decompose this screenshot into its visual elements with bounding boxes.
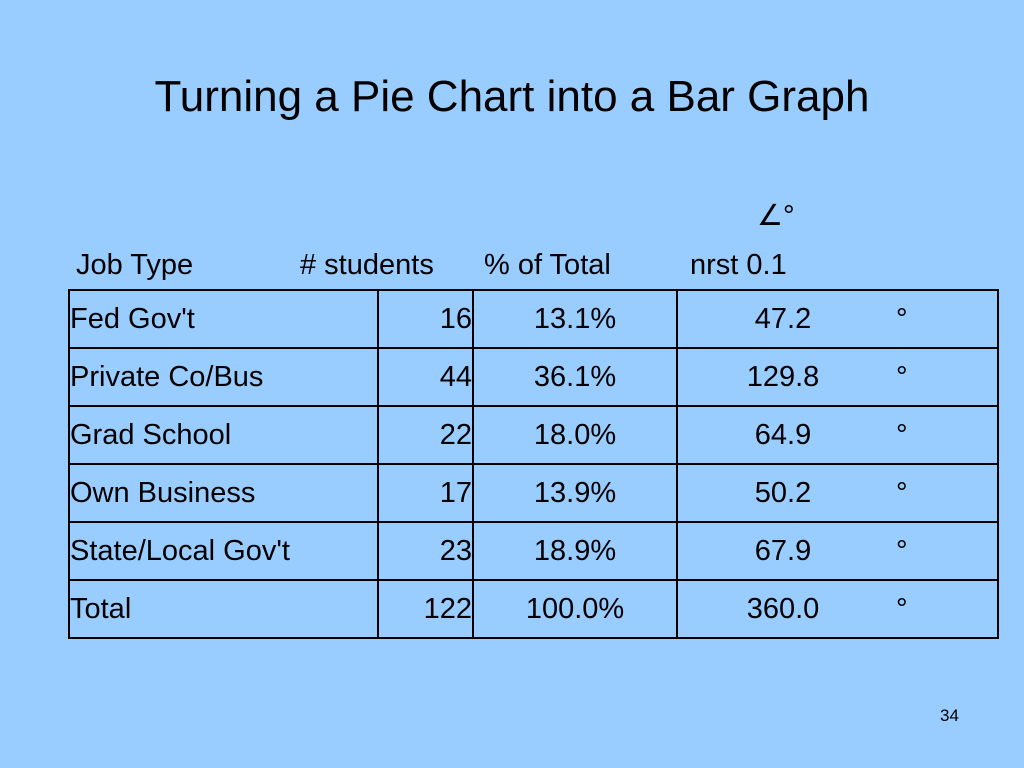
degrees-cell: 67.9 ° [676,521,999,581]
percent-cell: 36.1% [472,347,678,407]
degrees-value: 129.8 [746,360,820,393]
table-row: Grad School 22 18.0% 64.9 ° [68,405,999,465]
job-type-cell: Own Business [68,463,379,523]
degree-symbol: ° [896,302,908,335]
students-cell: 122 [377,579,474,639]
angle-degree-header: ∠° [757,200,795,232]
table-row: Own Business 17 13.9% 50.2 ° [68,463,999,523]
degree-symbol: ° [896,360,908,393]
percent-cell: 18.9% [472,521,678,581]
degrees-cell: 50.2 ° [676,463,999,523]
degrees-value: 50.2 [754,476,812,509]
degree-symbol: ° [896,592,908,625]
job-type-table: Fed Gov't 16 13.1% 47.2 ° Private Co/Bus … [68,289,999,639]
degrees-value: 64.9 [754,418,812,451]
table-row: Fed Gov't 16 13.1% 47.2 ° [68,289,999,349]
degrees-value: 67.9 [754,534,812,567]
column-header-percent: % of Total [484,249,611,281]
students-cell: 22 [377,405,474,465]
degrees-cell: 64.9 ° [676,405,999,465]
degree-symbol: ° [896,534,908,567]
students-cell: 16 [377,289,474,349]
degree-symbol: ° [896,418,908,451]
degrees-cell: 360.0 ° [676,579,999,639]
job-type-cell: State/Local Gov't [68,521,379,581]
percent-cell: 100.0% [472,579,678,639]
job-type-cell: Private Co/Bus [68,347,379,407]
percent-cell: 13.9% [472,463,678,523]
job-type-cell: Grad School [68,405,379,465]
students-cell: 17 [377,463,474,523]
students-cell: 23 [377,521,474,581]
table-row-total: Total 122 100.0% 360.0 ° [68,579,999,639]
degrees-value: 47.2 [754,302,812,335]
degree-symbol: ° [896,476,908,509]
column-header-degrees: nrst 0.1 [690,249,787,281]
job-type-cell: Total [68,579,379,639]
students-cell: 44 [377,347,474,407]
slide-page-number: 34 [940,706,959,725]
job-type-cell: Fed Gov't [68,289,379,349]
column-header-job-type: Job Type [76,249,194,281]
percent-cell: 18.0% [472,405,678,465]
slide-title: Turning a Pie Chart into a Bar Graph [154,72,870,121]
column-header-students: # students [300,249,434,281]
table-row: State/Local Gov't 23 18.9% 67.9 ° [68,521,999,581]
percent-cell: 13.1% [472,289,678,349]
degrees-value: 360.0 [746,592,820,625]
degrees-cell: 129.8 ° [676,347,999,407]
degrees-cell: 47.2 ° [676,289,999,349]
table-row: Private Co/Bus 44 36.1% 129.8 ° [68,347,999,407]
